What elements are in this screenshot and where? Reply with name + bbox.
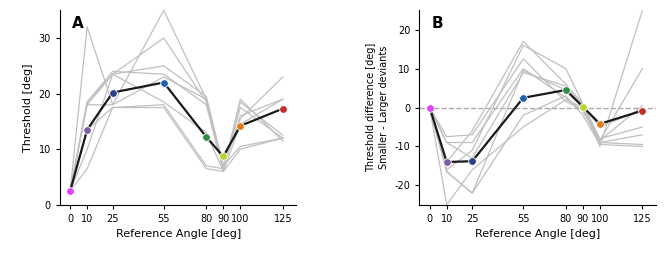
X-axis label: Reference Angle [deg]: Reference Angle [deg]: [116, 229, 241, 239]
Y-axis label: Threshold [deg]: Threshold [deg]: [23, 63, 33, 152]
Text: A: A: [72, 16, 83, 31]
X-axis label: Reference Angle [deg]: Reference Angle [deg]: [475, 229, 600, 239]
Text: B: B: [432, 16, 443, 31]
Y-axis label: Threshold difference [deg]
Smaller - Larger deviants: Threshold difference [deg] Smaller - Lar…: [366, 43, 389, 172]
